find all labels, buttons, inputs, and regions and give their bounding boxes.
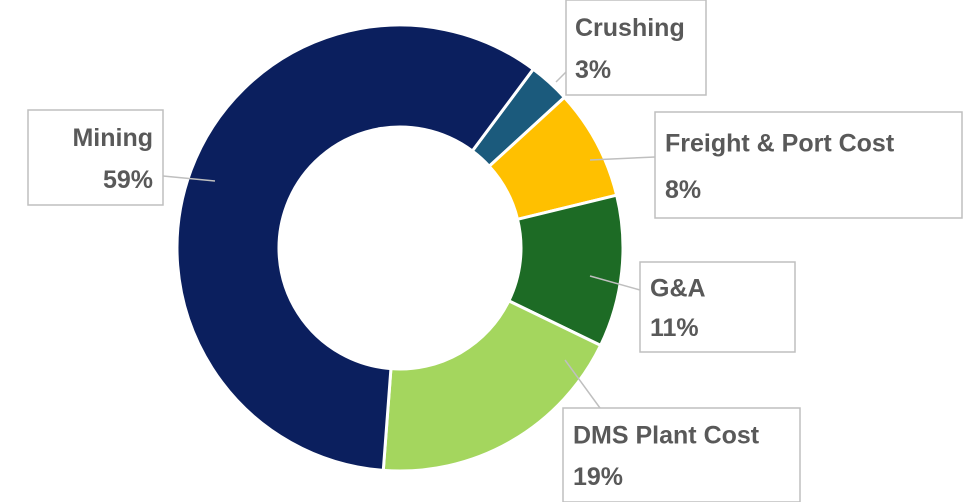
value-label: 8% bbox=[665, 176, 701, 204]
value-label: 11% bbox=[650, 314, 699, 342]
donut-slice bbox=[381, 298, 603, 473]
category-label: Mining bbox=[72, 124, 153, 152]
value-label: 3% bbox=[575, 56, 611, 84]
leader-line bbox=[162, 175, 216, 182]
leader-line bbox=[555, 71, 567, 83]
label-box bbox=[654, 111, 963, 219]
label-box bbox=[565, 0, 707, 96]
donut-slice bbox=[175, 23, 536, 472]
category-label: Crushing bbox=[575, 14, 685, 42]
value-label: 19% bbox=[573, 463, 623, 491]
label-box bbox=[639, 261, 796, 353]
value-label: 59% bbox=[103, 166, 153, 194]
category-label: Freight & Port Cost bbox=[665, 129, 895, 157]
label-box bbox=[27, 109, 164, 206]
leader-line bbox=[589, 156, 656, 161]
leader-line bbox=[589, 275, 641, 291]
category-label: DMS Plant Cost bbox=[573, 422, 760, 450]
category-label: G&A bbox=[650, 275, 706, 303]
leader-line bbox=[564, 359, 601, 409]
label-box bbox=[562, 407, 801, 502]
